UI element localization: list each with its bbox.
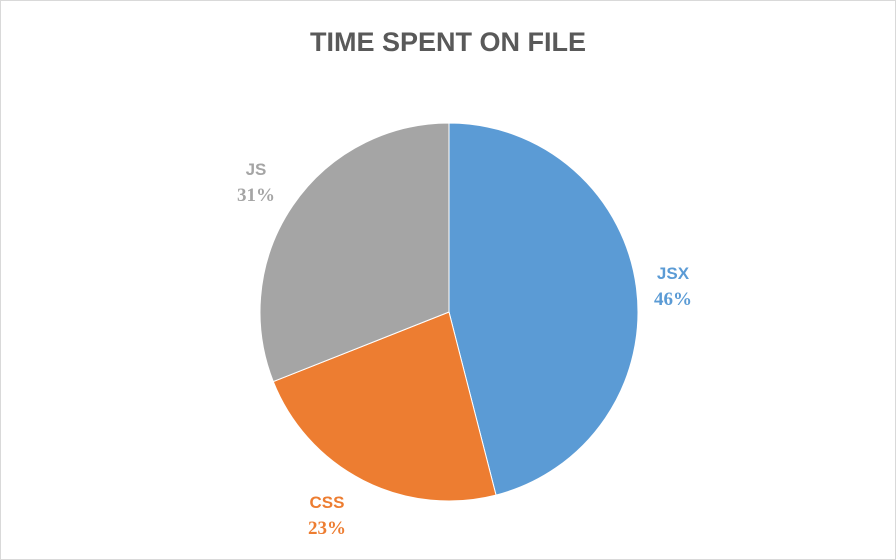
pie-slice-css[interactable] (272, 311, 497, 502)
data-label-js-value: 31% (237, 185, 275, 206)
pie-slice-js[interactable] (259, 122, 450, 383)
data-label-js-name: JS (245, 160, 267, 179)
data-label-jsx: JSX 46% (633, 261, 713, 313)
data-label-css: CSS 23% (287, 490, 367, 542)
data-label-jsx-name: JSX (656, 264, 690, 283)
data-label-css-value: 23% (308, 518, 346, 539)
chart-title: TIME SPENT ON FILE (309, 27, 586, 57)
data-label-css-name: CSS (309, 493, 345, 512)
data-label-js: JS 31% (216, 157, 296, 209)
pie-slice-jsx[interactable] (448, 122, 639, 496)
data-label-jsx-value: 46% (654, 289, 692, 310)
